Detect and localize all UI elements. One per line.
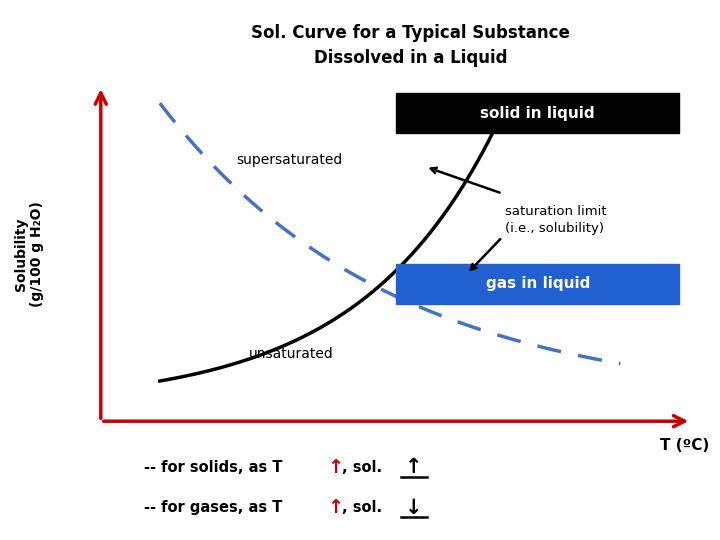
Text: -- for solids, as T: -- for solids, as T bbox=[144, 460, 282, 475]
Text: , sol.: , sol. bbox=[342, 500, 382, 515]
FancyBboxPatch shape bbox=[396, 264, 680, 304]
Text: gas in liquid: gas in liquid bbox=[485, 276, 590, 292]
Text: T (ºC): T (ºC) bbox=[660, 438, 709, 453]
Text: Solubility
(g/100 g H₂O): Solubility (g/100 g H₂O) bbox=[14, 201, 44, 307]
Text: ↑: ↑ bbox=[405, 457, 423, 477]
Text: supersaturated: supersaturated bbox=[237, 153, 343, 167]
Text: ↑: ↑ bbox=[328, 457, 344, 477]
Text: solid in liquid: solid in liquid bbox=[480, 106, 595, 120]
Text: Sol. Curve for a Typical Substance
Dissolved in a Liquid: Sol. Curve for a Typical Substance Disso… bbox=[251, 24, 570, 68]
Text: -- for gases, as T: -- for gases, as T bbox=[144, 500, 282, 515]
Text: saturation limit
(i.e., solubility): saturation limit (i.e., solubility) bbox=[505, 205, 607, 235]
Text: , sol.: , sol. bbox=[342, 460, 382, 475]
Text: ↑: ↑ bbox=[328, 498, 344, 517]
FancyBboxPatch shape bbox=[396, 93, 680, 133]
Text: ↓: ↓ bbox=[405, 497, 423, 518]
Text: unsaturated: unsaturated bbox=[248, 347, 333, 361]
